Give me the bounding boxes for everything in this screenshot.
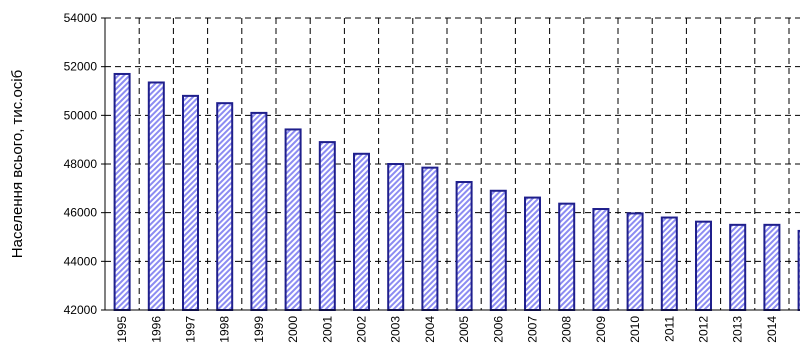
bar-2001 [318, 141, 336, 311]
bar-2003 [387, 163, 405, 311]
x-tick-label: 2000 [286, 316, 300, 343]
x-tick-label: 2004 [423, 316, 437, 343]
y-tick-label: 48000 [64, 157, 98, 171]
y-tick-label: 44000 [64, 254, 98, 268]
y-tick-labels: 42000 44000 46000 48000 50000 52000 54000 [64, 11, 98, 317]
x-tick-label: 1999 [252, 316, 266, 343]
bar-2006 [489, 189, 507, 311]
bar-2004 [421, 166, 439, 311]
bar-2014 [763, 223, 781, 311]
y-tick-label: 54000 [64, 11, 98, 25]
bar-2011 [660, 216, 678, 312]
bar-2010 [626, 212, 644, 311]
x-tick-label: 2003 [389, 316, 403, 343]
x-tick-label: 2008 [560, 316, 574, 343]
bar-1996 [147, 81, 165, 311]
y-tick-label: 52000 [64, 60, 98, 74]
x-tick-label: 1998 [218, 316, 232, 343]
y-tick-label: 42000 [64, 303, 98, 317]
bar-1995 [113, 72, 131, 312]
x-tick-label: 2011 [662, 316, 676, 342]
x-tick-label: 2012 [697, 316, 711, 343]
x-tick-label: 1995 [115, 316, 129, 343]
x-tick-label: 2013 [731, 316, 745, 343]
y-axis-title: Населення всього, тис.осіб [9, 70, 26, 258]
x-tick-labels: 1995 1996 1997 1998 1999 2000 2001 2002 2003 2004… [115, 316, 800, 343]
x-tick-label: 2001 [320, 316, 334, 343]
axes [104, 18, 800, 311]
bar-2008 [558, 202, 576, 311]
x-tick-label: 2006 [491, 316, 505, 343]
bar-2015 [797, 229, 800, 312]
x-tick-label: 2007 [526, 316, 540, 343]
bar-2007 [524, 196, 541, 311]
y-tick-label: 50000 [64, 108, 98, 122]
x-tick-label: 2010 [628, 316, 642, 343]
x-tick-label: 2005 [457, 316, 471, 343]
bar-2000 [284, 128, 302, 311]
x-tick-label: 2014 [765, 316, 779, 343]
bar-2009 [592, 208, 610, 311]
bar-2013 [729, 223, 747, 311]
bar-2005 [455, 181, 473, 311]
x-tick-label: 2009 [594, 316, 608, 343]
bar-1999 [250, 111, 268, 312]
x-tick-label: 1996 [149, 316, 163, 343]
x-tick-label: 2002 [355, 316, 369, 343]
x-tick-label: 1997 [184, 316, 198, 343]
bar-2002 [353, 152, 370, 311]
bar-1997 [182, 94, 199, 311]
bar-1998 [216, 102, 234, 311]
y-tick-label: 46000 [64, 206, 98, 220]
bar-2012 [695, 220, 712, 311]
bars [113, 72, 800, 312]
